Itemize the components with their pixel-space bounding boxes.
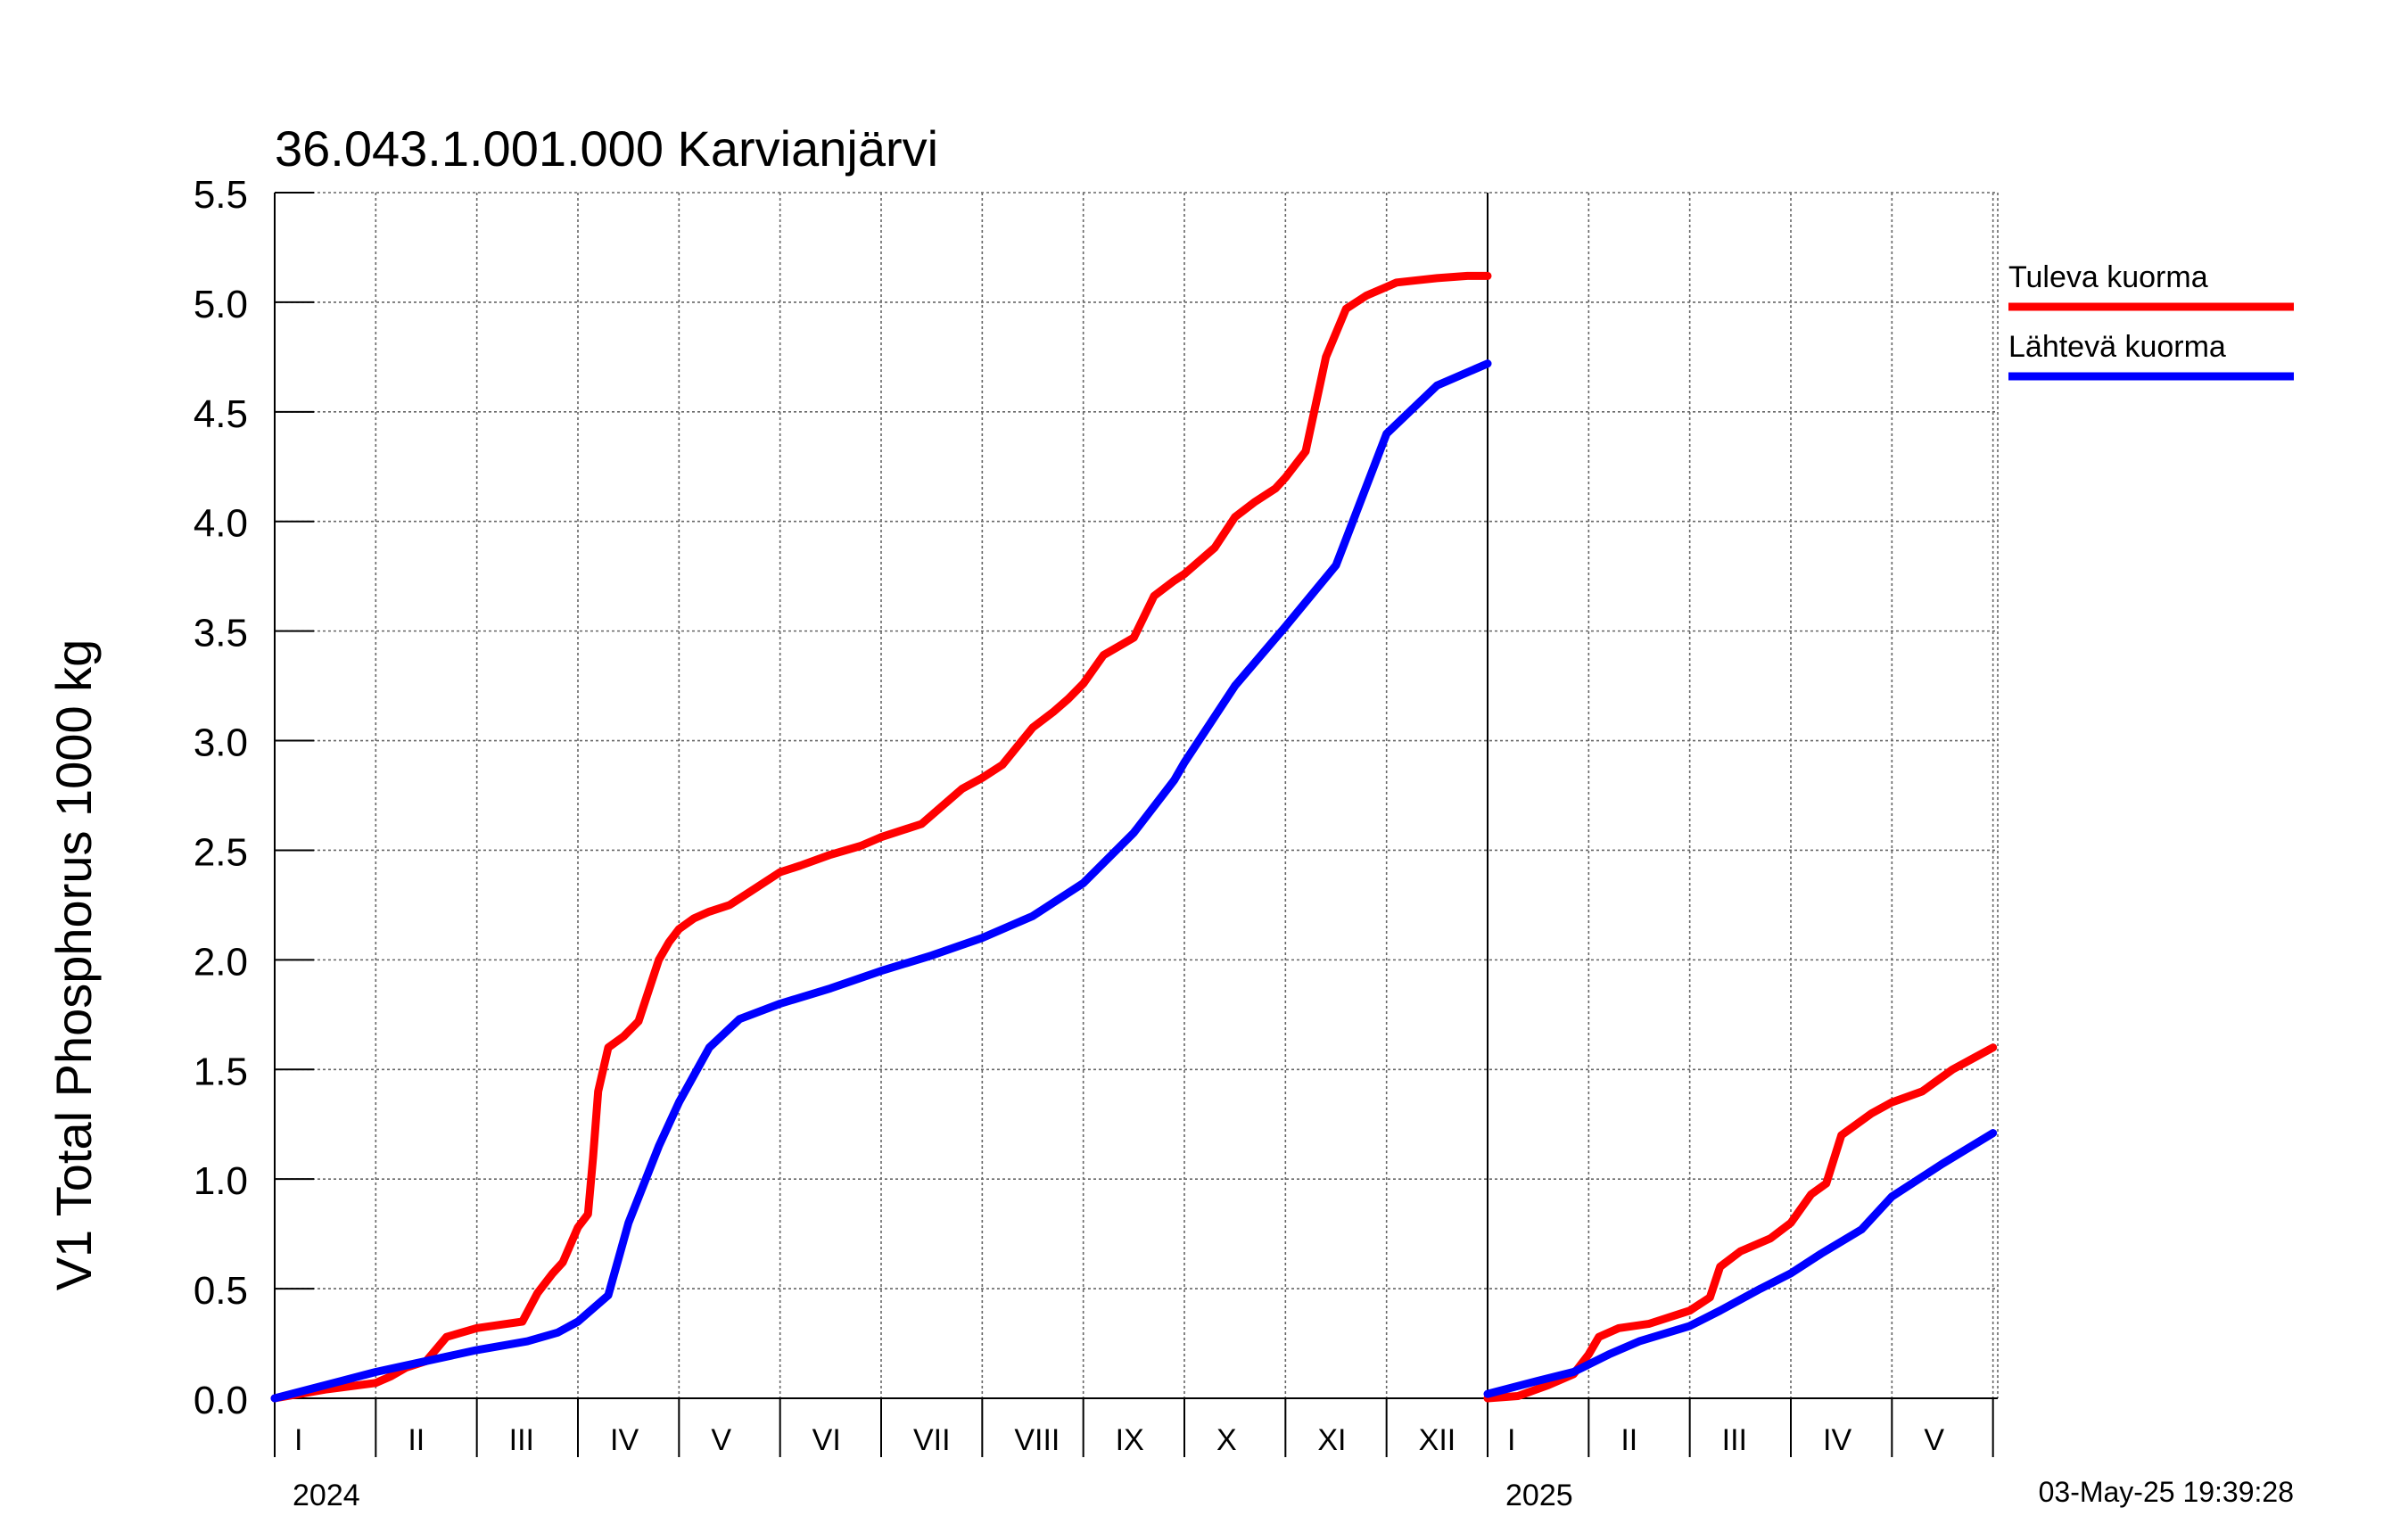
y-tick-label: 0.5	[194, 1269, 248, 1313]
legend-label-lahteva: Lähtevä kuorma	[2008, 330, 2226, 364]
x-month-label: V	[711, 1423, 731, 1457]
y-tick-label: 2.0	[194, 940, 248, 984]
y-tick-label: 4.5	[194, 392, 248, 436]
y-axis-label: V1 Total Phosphorus 1000 kg	[45, 639, 102, 1291]
y-tick-label: 5.0	[194, 283, 248, 326]
x-month-label: IV	[1823, 1423, 1851, 1457]
y-tick-label: 5.5	[194, 173, 248, 217]
legend: Tuleva kuorma Lähtevä kuorma	[2008, 260, 2294, 381]
x-month-label: III	[1722, 1423, 1747, 1457]
x-month-label: I	[1507, 1423, 1515, 1457]
series-line-lahteva-2025	[1483, 1129, 1998, 1398]
chart-title: 36.043.1.001.000 Karvianjärvi	[275, 120, 938, 177]
x-month-label: IV	[610, 1423, 639, 1457]
x-month-label: II	[1620, 1423, 1637, 1457]
y-tick-label: 4.0	[194, 502, 248, 546]
series-lines	[270, 271, 1998, 1403]
x-year-label: 2024	[293, 1479, 360, 1512]
y-tick-label: 2.5	[194, 830, 248, 874]
x-month-label: XII	[1419, 1423, 1456, 1457]
y-tick-label: 1.0	[194, 1159, 248, 1203]
x-month-label: VIII	[1014, 1423, 1060, 1457]
x-month-label: II	[408, 1423, 425, 1457]
timestamp: 03-May-25 19:39:28	[2039, 1476, 2294, 1508]
series-line-lahteva-2024	[270, 359, 1492, 1403]
x-month-label: IX	[1116, 1423, 1144, 1457]
series-line-tuleva-2025	[1483, 1043, 1998, 1403]
grid	[274, 192, 1999, 1398]
x-month-label: VI	[812, 1423, 841, 1457]
y-tick-label: 0.0	[194, 1379, 248, 1422]
x-month-label: V	[1924, 1423, 1944, 1457]
x-year-label: 2025	[1505, 1479, 1573, 1512]
y-tick-label: 3.0	[194, 721, 248, 765]
series-line-tuleva-2024	[270, 271, 1492, 1403]
legend-label-tuleva: Tuleva kuorma	[2008, 260, 2208, 294]
axes	[274, 192, 1998, 1457]
y-tick-label: 1.5	[194, 1050, 248, 1093]
x-month-label: XI	[1317, 1423, 1346, 1457]
x-month-label: I	[294, 1423, 302, 1457]
tick-labels: 0.00.51.01.52.02.53.03.54.04.55.05.5I II I…	[194, 173, 1945, 1512]
y-tick-label: 3.5	[194, 612, 248, 655]
x-month-label: VII	[913, 1423, 951, 1457]
x-month-label: X	[1216, 1423, 1237, 1457]
x-month-label: III	[509, 1423, 534, 1457]
